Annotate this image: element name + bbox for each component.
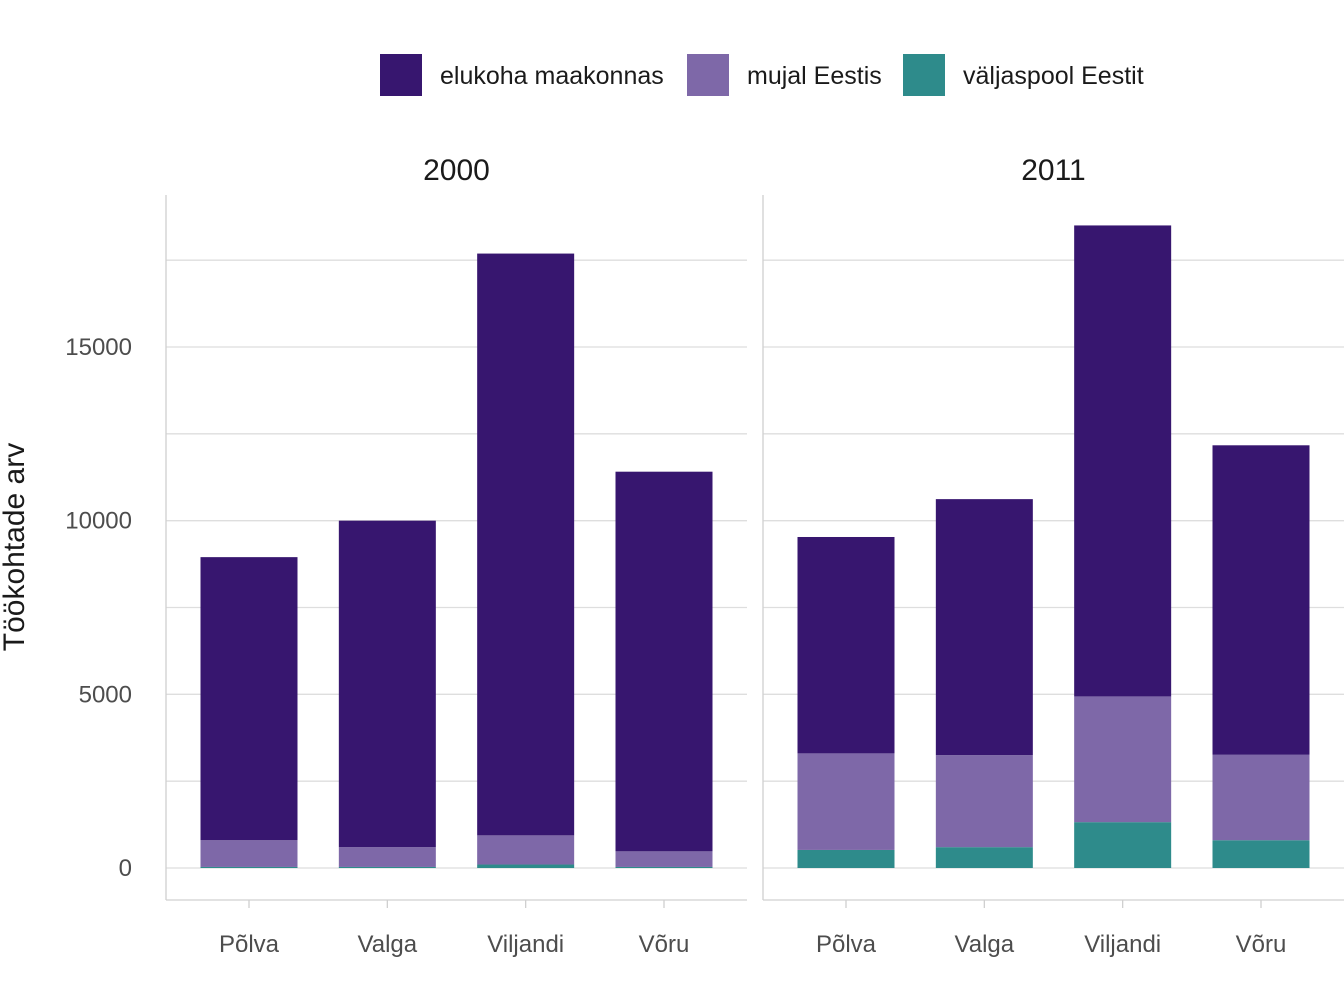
legend-swatch (380, 54, 422, 96)
bar-segment (935, 755, 1033, 848)
x-tick-label: Viljandi (487, 931, 564, 958)
x-tick-label: Põlva (219, 931, 280, 958)
bar-segment (1074, 822, 1172, 868)
bar-segment (615, 851, 713, 867)
bar-segment (477, 864, 575, 868)
legend-swatch (903, 54, 945, 96)
bar-segment (797, 849, 895, 868)
facet-label: 2000 (423, 154, 490, 187)
y-axis-title-group: Töökohtade arv (0, 443, 31, 651)
facet-panel-2011: 2011 Põlva Valga Viljandi Võru (762, 154, 1344, 958)
x-tick-label: Võru (1236, 931, 1287, 958)
facet-label: 2011 (1021, 154, 1086, 187)
legend-label: mujal Eestis (747, 62, 882, 90)
y-tick-label: 10000 (65, 508, 132, 535)
bar-segment (477, 835, 575, 865)
bar-segment (615, 471, 713, 852)
bar-segment (797, 536, 895, 754)
bar-segment (200, 866, 298, 868)
bar-segment (1074, 225, 1172, 697)
x-tick-label: Põlva (816, 931, 877, 958)
legend-label: elukoha maakonnas (440, 62, 664, 90)
bar-segment (935, 499, 1033, 756)
bar-segment (1212, 754, 1310, 841)
y-axis-title: Töökohtade arv (0, 443, 31, 651)
x-tick-label: Valga (358, 931, 418, 958)
x-tick-label: Viljandi (1084, 931, 1161, 958)
y-axis-ticks: 0 5000 10000 15000 (65, 334, 132, 882)
bar-segment (1212, 840, 1310, 868)
legend-swatch (687, 54, 729, 96)
legend-label: väljaspool Eestit (963, 62, 1144, 90)
bar-segment (338, 520, 436, 848)
x-tick-label: Valga (955, 931, 1015, 958)
y-tick-label: 15000 (65, 334, 132, 361)
bar-segment (477, 253, 575, 836)
bar-segment (338, 866, 436, 868)
y-tick-label: 5000 (79, 681, 132, 708)
y-tick-label: 0 (119, 855, 132, 882)
bar-segment (338, 847, 436, 867)
bar-segment (200, 840, 298, 867)
bar-segment (615, 866, 713, 868)
bar-segment (935, 847, 1033, 868)
legend: elukoha maakonnas mujal Eestis väljaspool … (380, 54, 1144, 96)
bar-segment (200, 557, 298, 841)
bar-segment (1074, 696, 1172, 823)
bar-segment (797, 753, 895, 850)
facet-panel-2000: 2000 Põlva Valga Viljandi Võru (165, 154, 747, 958)
bar-segment (1212, 445, 1310, 755)
x-tick-label: Võru (639, 931, 690, 958)
facet-panels: 2000 Põlva Valga Viljandi Võru 2011 Põlva Valga… (165, 154, 1344, 958)
